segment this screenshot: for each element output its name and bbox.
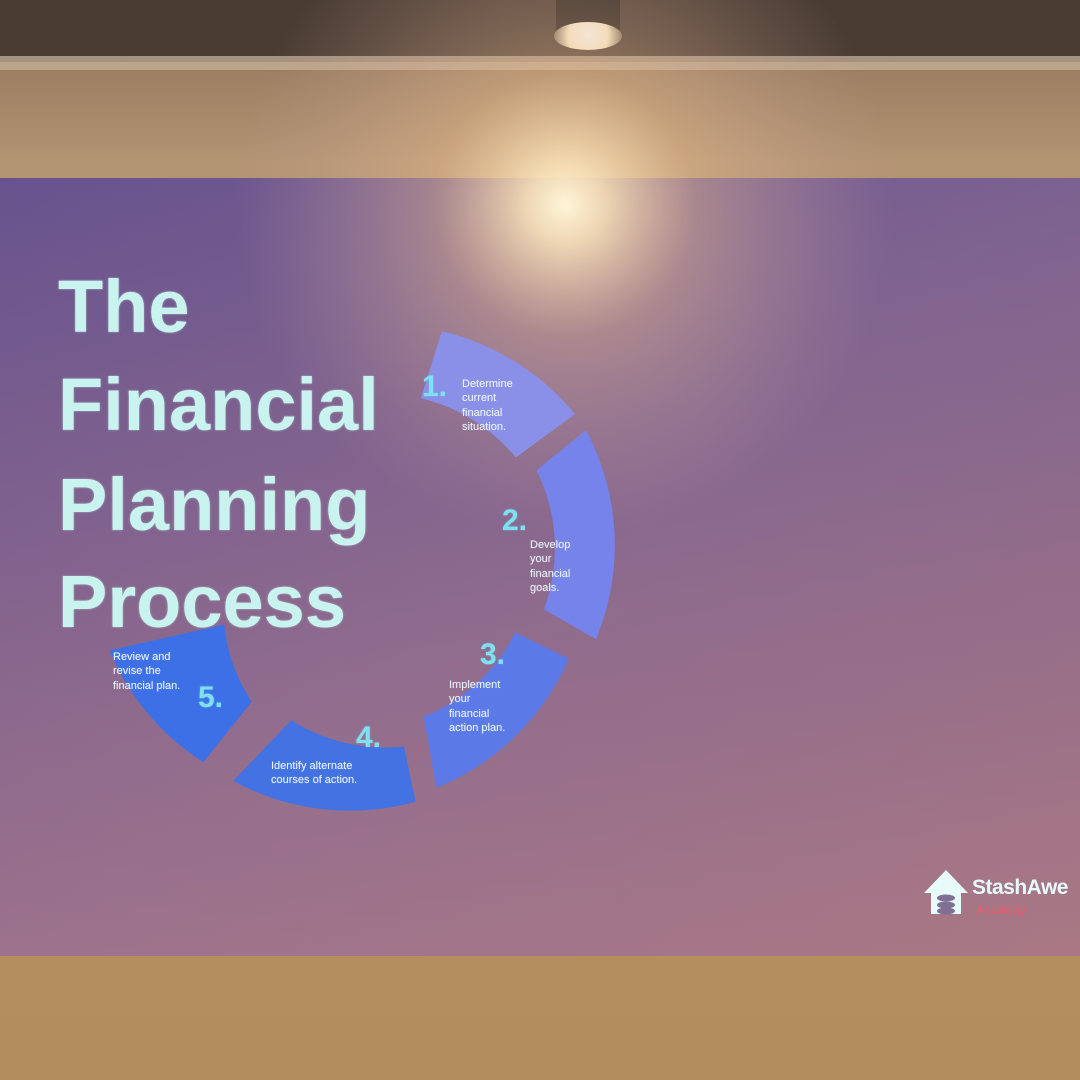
step-1-label-line: Determine xyxy=(462,378,513,390)
step-2-segment xyxy=(536,430,615,640)
step-4-label-line: Identify alternate xyxy=(271,760,353,772)
step-1-label-line: situation. xyxy=(462,420,507,433)
step-4-label-line: courses of action. xyxy=(271,774,358,787)
step-2-number: 2. xyxy=(502,504,528,537)
step-5-label: Review and revise the financial plan. xyxy=(113,650,180,693)
step-1-label-line: current xyxy=(462,392,497,405)
step-2-label-line: financial xyxy=(530,567,571,580)
title-line-2: Financial xyxy=(58,363,379,446)
step-4-number: 4. xyxy=(356,721,382,754)
step-1-segment xyxy=(420,331,575,458)
step-3-label-line: Implement xyxy=(449,679,501,691)
step-5-segment xyxy=(109,624,252,763)
step-5-label-line: financial plan. xyxy=(113,679,181,692)
step-4-label: Identify alternate courses of action. xyxy=(271,759,357,788)
step-1-label: Determine current financial situation. xyxy=(462,377,513,434)
step-3-label: Implement your financial action plan. xyxy=(449,678,505,735)
title-line-3: Planning xyxy=(58,463,371,546)
brand-subtitle: Academy xyxy=(976,903,1027,917)
step-4-segment xyxy=(233,720,416,811)
step-3-label-line: financial xyxy=(449,707,490,720)
step-2-label-line: Develop xyxy=(530,539,571,551)
floor-wall xyxy=(0,956,1080,1080)
step-1-label-line: financial xyxy=(462,406,503,419)
step-2-label-line: goals. xyxy=(530,581,560,594)
step-3-segment xyxy=(423,632,569,788)
step-1-number: 1. xyxy=(422,370,448,403)
step-2-label-line: your xyxy=(530,553,552,566)
title-line-4: Process xyxy=(58,560,346,643)
step-5-label-line: revise the xyxy=(113,665,161,678)
step-3-label-line: action plan. xyxy=(449,721,506,734)
title-line-1: The xyxy=(58,265,190,348)
step-3-number: 3. xyxy=(480,638,506,671)
step-2-label: Develop your financial goals. xyxy=(530,538,570,595)
house-coins-icon xyxy=(924,870,968,915)
brand-name: StashAwe xyxy=(972,876,1069,899)
step-3-label-line: your xyxy=(449,693,471,706)
step-5-label-line: Review and xyxy=(113,651,171,663)
step-5-number: 5. xyxy=(198,681,224,714)
